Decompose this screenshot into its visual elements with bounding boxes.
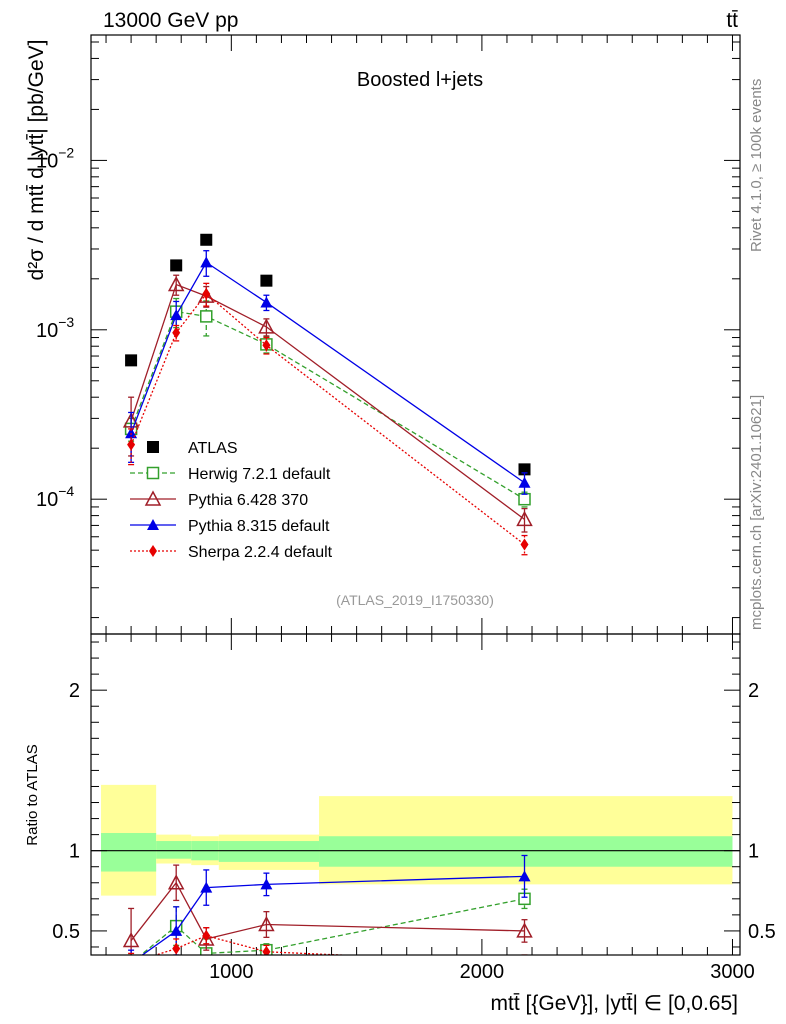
main-plot-ticks: 10−4 10−3 10−2 [36, 35, 740, 634]
main-plot-series [122, 233, 533, 556]
x-tick-label: 1000 [209, 961, 254, 983]
marker-triangle [170, 924, 183, 936]
legend-item-pythia8: Pythia 8.315 default [130, 518, 330, 535]
analysis-watermark: (ATLAS_2019_I1750330) [336, 592, 494, 608]
marker-diamond [202, 929, 211, 942]
series-pythia8 [125, 854, 531, 968]
legend-item-pythia6: Pythia 6.428 370 [130, 490, 308, 509]
plot-title: Boosted l+jets [357, 69, 483, 91]
marker-open-triangle [167, 874, 185, 890]
x-axis-title-text: mtt̄ [{GeV}], |ytt̄| ∈ [0,0.65] [491, 992, 738, 1015]
marker-square [170, 259, 183, 272]
marker-open-triangle [198, 287, 215, 303]
marker-diamond [520, 538, 529, 551]
marker-open-triangle [122, 931, 140, 948]
legend-label: ATLAS [188, 440, 238, 457]
marker-open-square [200, 310, 213, 323]
ratio-y-title: Ratio to ATLAS [24, 744, 41, 845]
marker-open-triangle [198, 930, 215, 946]
band-inner [319, 836, 733, 867]
marker-diamond [172, 942, 181, 955]
series-sherpa [127, 927, 529, 969]
legend-item-herwig: Herwig 7.2.1 default [130, 466, 331, 483]
y-tick-label: 10−4 [36, 483, 74, 511]
series-line-pythia8 [141, 875, 525, 955]
ratio-y-tick-label-right: 1 [748, 841, 759, 863]
series-atlas [125, 233, 531, 476]
marker-triangle [170, 309, 183, 321]
legend-label: Pythia 8.315 default [188, 518, 330, 535]
legend-label: Pythia 6.428 370 [188, 492, 308, 509]
marker-diamond [521, 957, 529, 969]
ratio-ticks: 0.5 0.5 1 1 2 2 1000 2000 3000 [52, 634, 776, 983]
marker-open-triangle [144, 490, 162, 506]
ratio-uncertainty-bands [91, 784, 740, 896]
ratio-y-tick-label-right: 0.5 [748, 921, 776, 943]
y-axis-title-text: d²σ / d mtt̄ d |ytt̄| [pb/GeV] [25, 40, 48, 281]
marker-open-square [518, 492, 531, 506]
marker-diamond [202, 287, 211, 300]
marker-diamond [262, 945, 271, 955]
marker-open-triangle [516, 510, 533, 527]
marker-triangle [125, 957, 137, 968]
marker-triangle [200, 256, 213, 268]
marker-open-triangle [258, 318, 275, 334]
y-tick-label: 10−3 [36, 314, 74, 342]
main-plot-panel: 10−4 10−3 10−2 Boosted l+jets (ATLAS_2019_… [25, 34, 741, 635]
band-inner [156, 841, 192, 859]
ratio-y-tick-label: 0.5 [52, 921, 80, 943]
rivet-version-label: Rivet 4.1.0, ≥ 100k events [748, 79, 765, 252]
marker-diamond [127, 957, 135, 969]
band-inner [101, 833, 157, 872]
ratio-series [122, 854, 533, 969]
marker-open-square [126, 958, 137, 969]
series-line-pythia6 [130, 283, 525, 520]
marker-triangle [260, 296, 273, 308]
legend-item-sherpa: Sherpa 2.2.4 default [130, 544, 333, 561]
mcplots-label: mcplots.cern.ch [arXiv:2401.10621] [748, 395, 765, 630]
marker-square [125, 354, 138, 367]
marker-triangle [518, 476, 531, 488]
ratio-panel: 0.5 0.5 1 1 2 2 1000 2000 3000 Ratio to ATLAS mt… [24, 633, 776, 1015]
legend-item-atlas: ATLAS [147, 440, 238, 457]
energy-label: 13000 GeV pp [103, 9, 238, 32]
ratio-y-tick-label: 2 [69, 680, 80, 702]
ratio-y-tick-label: 1 [69, 841, 80, 863]
ratio-frame [90, 633, 741, 956]
marker-triangle [260, 878, 273, 890]
marker-triangle [518, 870, 531, 882]
series-pythia6 [122, 274, 533, 533]
marker-triangle [200, 881, 213, 893]
marker-diamond [149, 545, 157, 557]
legend: ATLAS Herwig 7.2.1 default Pythia 6.428 37… [130, 440, 333, 561]
marker-open-triangle [516, 922, 533, 938]
marker-square [260, 274, 273, 287]
series-sherpa [127, 282, 529, 556]
marker-open-square [146, 466, 160, 480]
marker-open-triangle [167, 275, 185, 292]
marker-diamond [127, 438, 136, 451]
legend-label: Herwig 7.2.1 default [188, 466, 331, 483]
marker-triangle [147, 519, 159, 530]
marker-square [147, 441, 159, 453]
x-tick-label: 2000 [460, 961, 505, 983]
legend-label: Sherpa 2.2.4 default [188, 544, 333, 561]
x-tick-label: 3000 [710, 961, 755, 983]
marker-square [200, 233, 213, 246]
x-axis-title: mtt̄ [{GeV}], |ytt̄| ∈ [0,0.65] [491, 992, 738, 1015]
series-line-sherpa [154, 935, 356, 955]
marker-diamond [262, 339, 271, 352]
y-axis-title: d²σ / d mtt̄ d |ytt̄| [pb/GeV] [25, 40, 48, 281]
process-label: tt̄ [726, 9, 738, 32]
marker-open-triangle [258, 915, 275, 932]
y-tick-label: 10−2 [36, 144, 74, 172]
marker-diamond [172, 326, 181, 339]
ratio-y-tick-label-right: 2 [748, 680, 759, 702]
band-inner [218, 841, 320, 862]
